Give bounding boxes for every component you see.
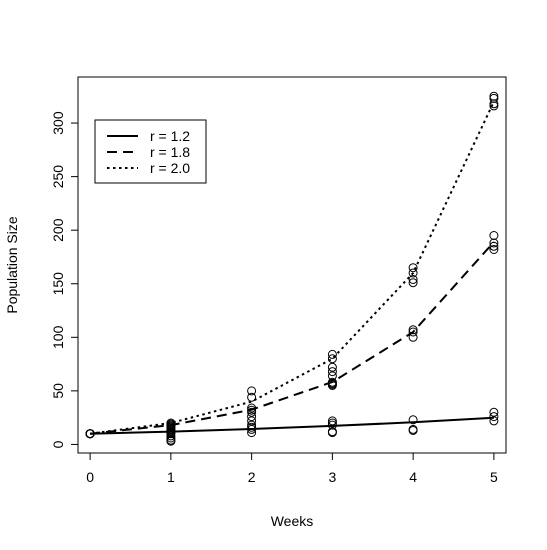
data-point: [247, 424, 257, 434]
data-point: [489, 91, 499, 101]
y-tick-label: 150: [50, 272, 66, 296]
data-point: [327, 416, 337, 426]
data-point: [489, 238, 499, 248]
data-point: [489, 412, 499, 422]
data-point: [489, 231, 499, 240]
y-tick-label: 100: [50, 325, 66, 349]
data-point: [408, 263, 418, 273]
data-point: [327, 367, 337, 377]
y-tick-label: 250: [50, 165, 66, 189]
data-point: [327, 381, 337, 390]
data-point: [327, 418, 337, 428]
data-point: [408, 332, 418, 342]
data-point: [327, 354, 337, 364]
data-point: [489, 245, 499, 254]
data-point: [247, 407, 257, 417]
y-tick-label: 300: [50, 111, 66, 135]
y-axis: 0 50 100 150 200 250 300: [50, 111, 79, 448]
data-point: [408, 278, 418, 288]
legend-label: r = 2.0: [150, 160, 190, 176]
x-tick-label: 1: [167, 469, 175, 485]
x-tick-label: 2: [248, 469, 256, 485]
x-axis-label: Weeks: [271, 513, 314, 529]
data-point: [408, 275, 418, 284]
data-point: [247, 428, 257, 438]
x-tick-label: 3: [328, 469, 336, 485]
y-axis-label: Population Size: [4, 216, 20, 314]
data-point: [408, 415, 418, 425]
data-point: [408, 268, 418, 278]
series-line-1: [90, 416, 494, 435]
data-point: [489, 416, 499, 426]
y-tick-label: 200: [50, 218, 66, 242]
data-point: [489, 241, 499, 251]
data-points: [85, 91, 499, 446]
legend-label: r = 1.2: [150, 128, 190, 144]
data-point: [408, 327, 418, 337]
data-point: [408, 426, 418, 435]
legend: r = 1.2r = 1.8r = 2.0: [94, 119, 207, 184]
data-point: [247, 422, 257, 432]
data-point: [489, 101, 499, 111]
data-point: [247, 403, 257, 413]
x-tick-label: 4: [409, 469, 417, 485]
y-tick-label: 50: [50, 383, 66, 399]
data-point: [247, 392, 257, 402]
legend-label: r = 1.8: [150, 144, 190, 160]
x-axis: 0 1 2 3 4 5: [86, 452, 498, 485]
y-tick-label: 0: [50, 440, 66, 448]
data-point: [489, 99, 499, 109]
data-point: [489, 407, 499, 417]
data-point: [327, 362, 337, 372]
data-point: [247, 405, 257, 415]
series-line-2: [89, 241, 495, 435]
data-point: [166, 431, 176, 441]
series-lines: [89, 101, 495, 435]
data-point: [247, 386, 257, 396]
series-line-3: [89, 101, 495, 435]
data-point: [85, 429, 95, 439]
x-tick-label: 0: [86, 469, 94, 485]
data-point: [327, 349, 337, 359]
x-tick-label: 5: [490, 469, 498, 485]
data-point: [166, 433, 176, 443]
data-point: [166, 436, 176, 446]
data-point: [327, 428, 337, 438]
